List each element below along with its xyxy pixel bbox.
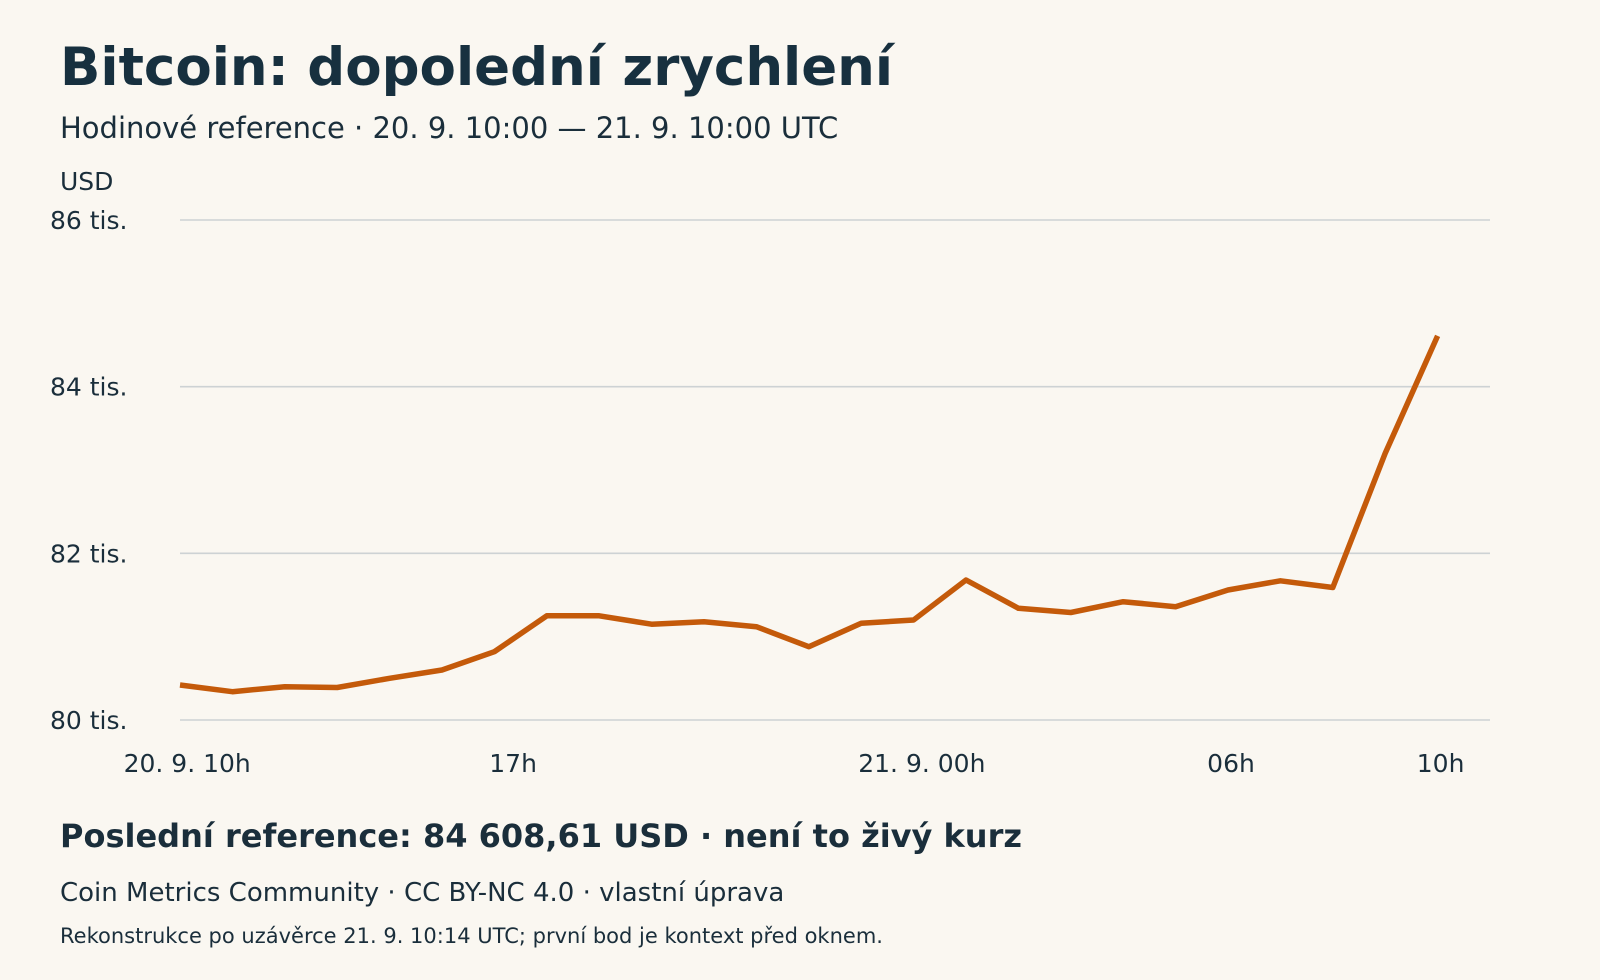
x-tick-label: 10h bbox=[1417, 749, 1465, 778]
data-source: Coin Metrics Community · CC BY-NC 4.0 · … bbox=[60, 878, 785, 908]
x-tick-labels: 20. 9. 10h 17h 21. 9. 00h 06h 10h bbox=[124, 749, 1465, 778]
y-tick-labels: 86 tis. 84 tis. 82 tis. 80 tis. bbox=[50, 206, 127, 735]
y-tick-label: 84 tis. bbox=[50, 373, 127, 402]
price-series-line bbox=[179, 334, 1441, 695]
last-reference-summary: Poslední reference: 84 608,61 USD · není… bbox=[60, 817, 1022, 855]
chart-subtitle: Hodinové reference · 20. 9. 10:00 — 21. … bbox=[60, 111, 839, 145]
y-tick-label: 80 tis. bbox=[50, 706, 127, 735]
series-layer bbox=[179, 334, 1441, 695]
y-tick-label: 86 tis. bbox=[50, 206, 127, 235]
y-tick-label: 82 tis. bbox=[50, 539, 127, 568]
x-tick-label: 17h bbox=[489, 749, 537, 778]
x-tick-label: 06h bbox=[1207, 749, 1255, 778]
x-tick-label: 20. 9. 10h bbox=[124, 749, 251, 778]
y-axis-label: USD bbox=[60, 167, 114, 196]
grid-lines bbox=[180, 219, 1490, 721]
reconstruction-note: Rekonstrukce po uzávěrce 21. 9. 10:14 UT… bbox=[60, 924, 883, 948]
x-tick-label: 21. 9. 00h bbox=[858, 749, 985, 778]
line-chart: 86 tis. 84 tis. 82 tis. 80 tis. 20. 9. 10h 1… bbox=[50, 206, 1490, 778]
chart-title: Bitcoin: dopolední zrychlení bbox=[60, 37, 894, 98]
